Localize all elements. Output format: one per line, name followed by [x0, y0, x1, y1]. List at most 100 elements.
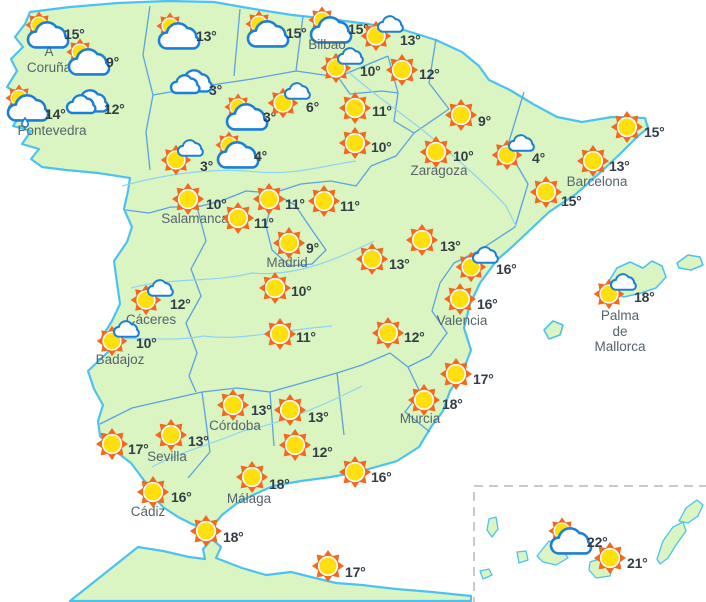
temperature-label: 15°: [64, 26, 85, 42]
temperature-label: 11°: [254, 215, 274, 231]
city-label: Sevilla: [147, 449, 187, 464]
city-label: Salamanca: [161, 211, 229, 226]
temperature-label: 11°: [285, 196, 305, 212]
temperature-label: 12°: [104, 101, 125, 117]
temperature-label: 15°: [286, 25, 307, 41]
sun-icon: [407, 383, 441, 417]
temperature-label: 18°: [442, 396, 463, 412]
sun-icon: [95, 427, 129, 461]
temperature-label: 17°: [128, 441, 149, 457]
city-label: Zaragoza: [410, 163, 468, 178]
temperature-label: 4°: [532, 150, 545, 166]
temperature-label: 13°: [609, 158, 630, 174]
sun-icon: [338, 455, 372, 489]
city-label: Pontevedra: [17, 123, 87, 138]
sun-icon: [258, 271, 292, 305]
sun-icon: [216, 388, 250, 422]
temperature-label: 6°: [306, 99, 319, 115]
city-label: Cádiz: [130, 504, 166, 519]
temperature-label: 13°: [400, 32, 421, 48]
temperature-label: 16°: [371, 469, 392, 485]
sun-icon: [444, 98, 478, 132]
sun-icon: [371, 316, 405, 350]
city-label: Málaga: [226, 491, 272, 506]
partly-cloudy-icon: [23, 11, 71, 49]
sun-icon: [385, 53, 419, 87]
temperature-label: 13°: [188, 433, 209, 449]
temperature-label: 12°: [404, 329, 425, 345]
city-label: A Coruña: [26, 44, 72, 75]
sun-cloud-icon: [490, 134, 536, 172]
temperature-label: 3°: [209, 82, 222, 98]
temperature-label: 10°: [371, 139, 392, 155]
temperature-label: 12°: [170, 296, 191, 312]
temperature-label: 13°: [251, 402, 272, 418]
temperature-label: 17°: [473, 371, 494, 387]
sun-icon: [419, 135, 453, 169]
partly-cloudy-icon: [154, 12, 202, 50]
temperature-label: 15°: [561, 193, 582, 209]
menorca-island: [676, 254, 704, 271]
temperature-label: 10°: [453, 148, 474, 164]
sun-icon: [272, 226, 306, 260]
city-label: Barcelona: [566, 174, 628, 189]
sun-icon: [252, 182, 286, 216]
temperature-label: 10°: [206, 196, 227, 212]
city-label: Palma de Mallorca: [594, 308, 646, 355]
partly-cloudy-icon: [64, 38, 112, 76]
sun-cloud-icon: [129, 279, 175, 317]
temperature-label: 21°: [627, 555, 648, 571]
sun-cloud-icon: [159, 139, 205, 177]
sun-cloud-rain-icon: [3, 84, 51, 130]
sun-icon: [278, 428, 312, 462]
temperature-label: 10°: [360, 63, 381, 79]
sun-cloud-icon: [319, 47, 365, 85]
temperature-label: 10°: [136, 335, 157, 351]
sun-cloud-icon: [95, 320, 141, 358]
sun-icon: [610, 110, 644, 144]
temperature-label: 12°: [312, 444, 333, 460]
sun-icon: [235, 460, 269, 494]
sun-cloud-icon: [359, 15, 405, 53]
sun-icon: [171, 182, 205, 216]
sun-icon: [355, 242, 389, 276]
temperature-label: 15°: [348, 21, 369, 37]
city-label: Badajoz: [95, 352, 145, 367]
temperature-label: 13°: [308, 409, 329, 425]
cloudy-icon: [169, 68, 213, 98]
sun-icon: [189, 514, 223, 548]
sun-icon: [576, 144, 610, 178]
spain-landmass: [5, 0, 650, 530]
partly-cloudy-icon: [213, 131, 261, 169]
sun-icon: [405, 223, 439, 257]
cloudy-icon: [65, 88, 109, 118]
temperature-label: 10°: [291, 283, 312, 299]
sun-icon: [307, 184, 341, 218]
temperature-label: 3°: [200, 158, 213, 174]
sun-icon: [311, 549, 345, 583]
temperature-label: 9°: [306, 240, 319, 256]
sun-icon: [593, 541, 627, 575]
partly-cloudy-icon: [243, 10, 291, 48]
sun-cloud-icon: [454, 246, 500, 284]
city-label: Madrid: [266, 255, 308, 270]
temperature-label: 13°: [389, 256, 410, 272]
sun-icon: [136, 475, 170, 509]
temperature-label: 18°: [269, 476, 290, 492]
sun-icon: [338, 91, 372, 125]
temperature-label: 14°: [45, 106, 66, 122]
sun-icon: [221, 201, 255, 235]
city-label: Cáceres: [125, 312, 177, 327]
partly-cloudy-icon: [222, 93, 270, 131]
sun-icon: [338, 126, 372, 160]
africa-landmass: [68, 537, 473, 602]
temperature-label: 4°: [254, 148, 267, 164]
temperature-label: 17°: [345, 564, 366, 580]
temperature-label: 11°: [340, 198, 360, 214]
temperature-label: 12°: [419, 66, 440, 82]
temperature-label: 13°: [440, 238, 461, 254]
partly-cloudy-icon: [546, 517, 594, 555]
